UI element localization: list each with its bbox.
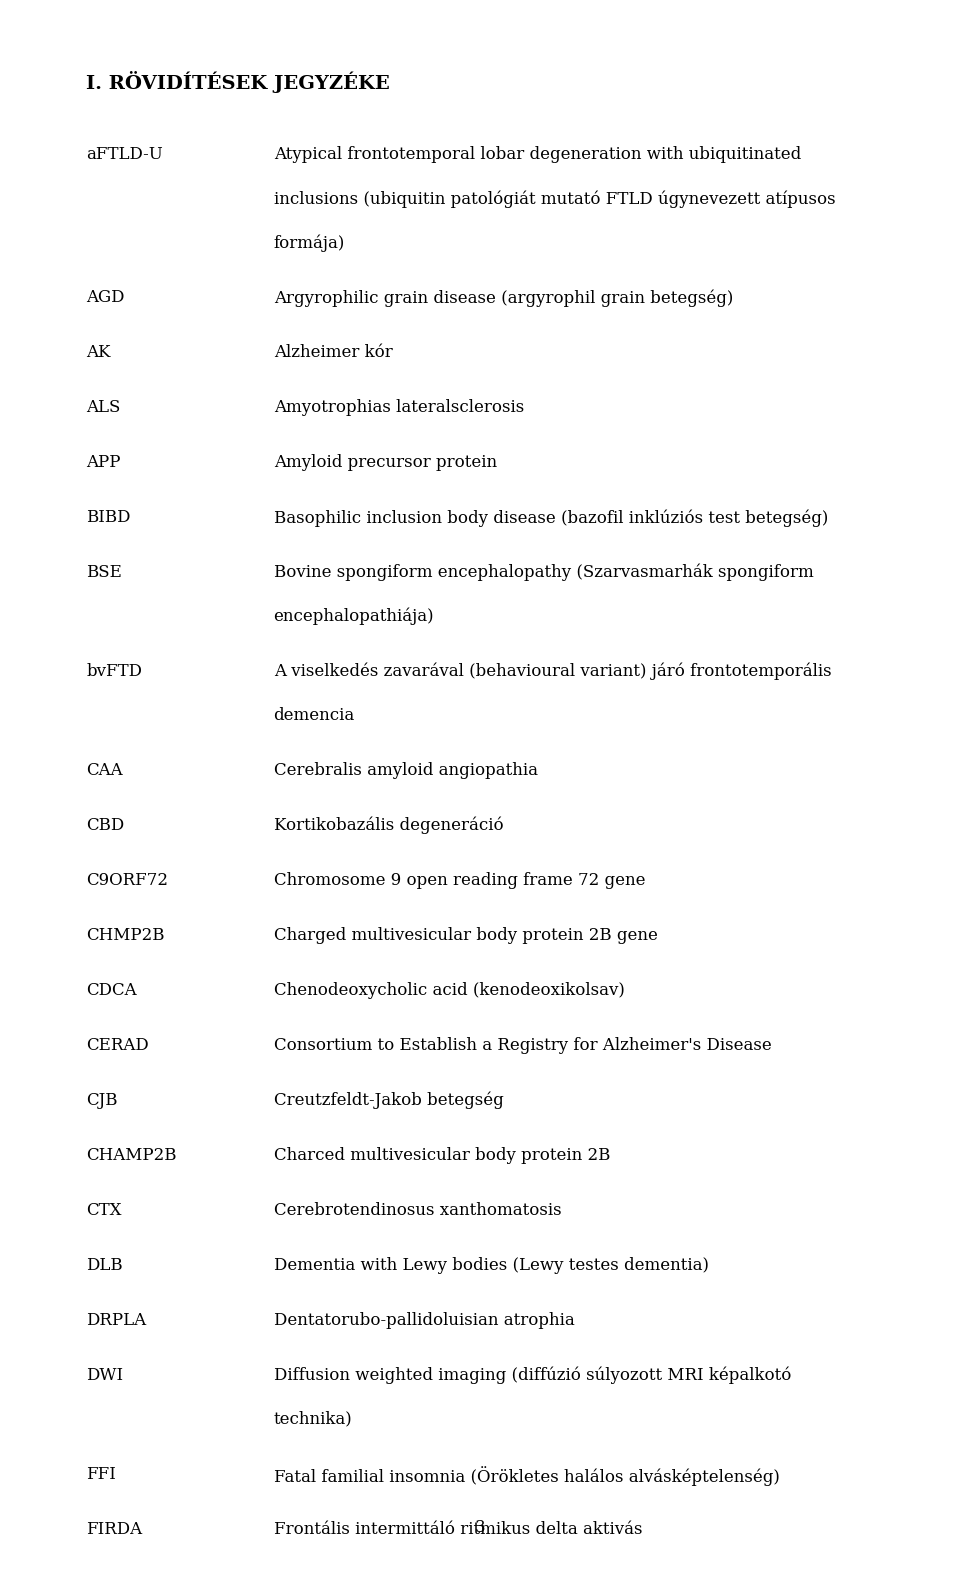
Text: BSE: BSE (86, 564, 122, 581)
Text: Chromosome 9 open reading frame 72 gene: Chromosome 9 open reading frame 72 gene (274, 872, 645, 889)
Text: demencia: demencia (274, 707, 355, 724)
Text: Amyotrophias lateralsclerosis: Amyotrophias lateralsclerosis (274, 399, 524, 416)
Text: Creutzfeldt-Jakob betegség: Creutzfeldt-Jakob betegség (274, 1092, 503, 1109)
Text: FFI: FFI (86, 1466, 116, 1483)
Text: FIRDA: FIRDA (86, 1521, 142, 1538)
Text: AK: AK (86, 344, 111, 361)
Text: bvFTD: bvFTD (86, 663, 142, 680)
Text: ALS: ALS (86, 399, 121, 416)
Text: CHAMP2B: CHAMP2B (86, 1147, 177, 1164)
Text: DWI: DWI (86, 1367, 124, 1384)
Text: CBD: CBD (86, 817, 125, 834)
Text: Charced multivesicular body protein 2B: Charced multivesicular body protein 2B (274, 1147, 610, 1164)
Text: technika): technika) (274, 1411, 352, 1428)
Text: DRPLA: DRPLA (86, 1312, 147, 1329)
Text: aFTLD-U: aFTLD-U (86, 146, 163, 163)
Text: Argyrophilic grain disease (argyrophil grain betegség): Argyrophilic grain disease (argyrophil g… (274, 289, 733, 306)
Text: Cerebralis amyloid angiopathia: Cerebralis amyloid angiopathia (274, 762, 538, 779)
Text: I. RÖVIDÍTÉSEK JEGYZÉKE: I. RÖVIDÍTÉSEK JEGYZÉKE (86, 71, 390, 93)
Text: DLB: DLB (86, 1257, 123, 1274)
Text: CHMP2B: CHMP2B (86, 927, 165, 944)
Text: CDCA: CDCA (86, 982, 137, 999)
Text: inclusions (ubiquitin patológiát mutató FTLD úgynevezett atípusos: inclusions (ubiquitin patológiát mutató … (274, 190, 835, 207)
Text: Diffusion weighted imaging (diffúzió súlyozott MRI képalkotó: Diffusion weighted imaging (diffúzió súl… (274, 1367, 791, 1384)
Text: Alzheimer kór: Alzheimer kór (274, 344, 393, 361)
Text: C9ORF72: C9ORF72 (86, 872, 168, 889)
Text: Basophilic inclusion body disease (bazofil inklúziós test betegség): Basophilic inclusion body disease (bazof… (274, 509, 828, 526)
Text: Bovine spongiform encephalopathy (Szarvasmarhák spongiform: Bovine spongiform encephalopathy (Szarva… (274, 564, 813, 581)
Text: Consortium to Establish a Registry for Alzheimer's Disease: Consortium to Establish a Registry for A… (274, 1037, 771, 1054)
Text: APP: APP (86, 454, 121, 471)
Text: Kortikobazális degeneráció: Kortikobazális degeneráció (274, 817, 503, 834)
Text: Frontális intermittáló ritmikus delta aktivás: Frontális intermittáló ritmikus delta ak… (274, 1521, 642, 1538)
Text: Dementia with Lewy bodies (Lewy testes dementia): Dementia with Lewy bodies (Lewy testes d… (274, 1257, 708, 1274)
Text: Atypical frontotemporal lobar degeneration with ubiquitinated: Atypical frontotemporal lobar degenerati… (274, 146, 801, 163)
Text: Dentatorubo-pallidoluisian atrophia: Dentatorubo-pallidoluisian atrophia (274, 1312, 574, 1329)
Text: 3: 3 (474, 1519, 486, 1536)
Text: CERAD: CERAD (86, 1037, 149, 1054)
Text: Amyloid precursor protein: Amyloid precursor protein (274, 454, 496, 471)
Text: Cerebrotendinosus xanthomatosis: Cerebrotendinosus xanthomatosis (274, 1202, 562, 1219)
Text: CJB: CJB (86, 1092, 118, 1109)
Text: Charged multivesicular body protein 2B gene: Charged multivesicular body protein 2B g… (274, 927, 658, 944)
Text: CAA: CAA (86, 762, 123, 779)
Text: AGD: AGD (86, 289, 125, 306)
Text: Chenodeoxycholic acid (kenodeoxikolsav): Chenodeoxycholic acid (kenodeoxikolsav) (274, 982, 624, 999)
Text: Fatal familial insomnia (Örökletes halálos alvásképtelenség): Fatal familial insomnia (Örökletes halál… (274, 1466, 780, 1486)
Text: formája): formája) (274, 234, 345, 251)
Text: A viselkedés zavarával (behavioural variant) járó frontotemporális: A viselkedés zavarával (behavioural vari… (274, 663, 831, 680)
Text: CTX: CTX (86, 1202, 122, 1219)
Text: BIBD: BIBD (86, 509, 131, 526)
Text: encephalopathiája): encephalopathiája) (274, 608, 434, 625)
